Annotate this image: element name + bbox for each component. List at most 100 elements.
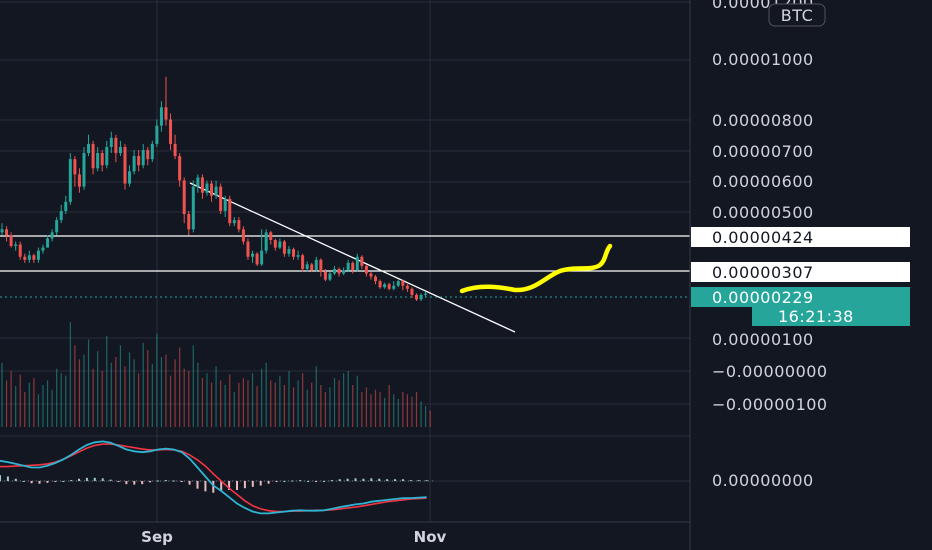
volume-bar xyxy=(279,375,281,427)
macd-histogram-bar xyxy=(362,478,365,481)
level-label-lower[interactable]: 0.00000307 xyxy=(691,262,910,282)
candle-body xyxy=(187,214,191,230)
level-label-upper-box xyxy=(691,227,910,247)
volume-bar xyxy=(420,401,422,427)
volume-bar xyxy=(397,399,399,427)
candle-body xyxy=(114,137,118,154)
macd-histogram-bar xyxy=(6,476,9,481)
candle-body xyxy=(364,265,368,274)
macd-histogram-bar xyxy=(417,480,420,482)
volume-bar xyxy=(15,386,17,427)
volume-bar xyxy=(101,371,103,427)
candle-body xyxy=(323,272,327,280)
candle-body xyxy=(210,183,214,196)
volume-bar xyxy=(274,382,276,427)
candle-body xyxy=(41,247,45,251)
candle-body xyxy=(405,285,409,289)
candle-body xyxy=(269,232,273,240)
volume-bar xyxy=(119,345,122,427)
macd-histogram-bar xyxy=(70,480,73,482)
macd-histogram-bar xyxy=(315,481,317,482)
macd-histogram-bar xyxy=(370,478,373,481)
macd-histogram-bar xyxy=(307,481,310,482)
volume-bar xyxy=(138,373,140,427)
candle-body xyxy=(32,255,36,260)
candle-body xyxy=(73,159,77,175)
volume-bar xyxy=(106,336,108,427)
macd-histogram-bar xyxy=(0,475,1,481)
macd-histogram-bar xyxy=(133,481,136,485)
candle-body xyxy=(87,143,91,154)
candle-body xyxy=(424,293,428,295)
candle-body xyxy=(196,177,200,187)
candle-body xyxy=(200,177,204,193)
candle-body xyxy=(137,156,141,166)
candle-body xyxy=(132,156,136,172)
volume-bar xyxy=(156,333,158,427)
volume-bar xyxy=(83,354,85,427)
volume-bar xyxy=(24,392,26,427)
volume-bar xyxy=(133,359,135,427)
candle-body xyxy=(173,143,177,157)
macd-histogram-bar xyxy=(172,480,175,482)
candle-body xyxy=(337,268,341,274)
candle-body xyxy=(14,244,18,247)
candle-body xyxy=(64,201,68,211)
volume-bar xyxy=(28,382,30,427)
candle-body xyxy=(301,255,305,269)
volume-histogram xyxy=(1,322,431,427)
descending-trendline[interactable] xyxy=(189,182,516,333)
macd-histogram-bar xyxy=(85,477,88,481)
candle-body xyxy=(419,294,423,300)
volume-bar xyxy=(306,389,308,427)
macd-histogram-bar xyxy=(259,481,262,486)
candle-body xyxy=(155,125,159,144)
volume-bar xyxy=(33,378,35,427)
last-price-label[interactable]: 0.00000229 16:21:38 xyxy=(691,287,910,326)
macd-histogram-bar xyxy=(117,481,120,482)
candle-body xyxy=(96,153,100,169)
candle-body xyxy=(264,232,268,251)
candle-body xyxy=(109,137,113,147)
macd-pane xyxy=(0,440,436,515)
macd-histogram-bar xyxy=(228,481,231,490)
candle-body xyxy=(18,244,22,257)
candle-body xyxy=(27,255,31,260)
grid xyxy=(0,0,690,522)
candle-body xyxy=(273,239,277,248)
price-axis[interactable]: 0.00001200 0.00001000 0.00000800 0.00000… xyxy=(712,0,828,490)
candle-body xyxy=(123,146,127,184)
candle-body xyxy=(59,211,63,221)
candle-body xyxy=(282,241,286,254)
volume-bar xyxy=(320,385,322,427)
candle-body xyxy=(351,262,355,271)
currency-badge-box xyxy=(768,3,826,27)
macd-histogram-bar xyxy=(275,481,278,482)
volume-bar xyxy=(110,362,112,427)
candle-body xyxy=(342,270,346,274)
price-tick-7: −0.00000000 xyxy=(712,362,828,381)
volume-bar xyxy=(393,394,395,427)
volume-bar xyxy=(352,385,354,427)
currency-badge[interactable]: BTC xyxy=(768,3,826,27)
price-tick-4: 0.00000600 xyxy=(712,172,814,191)
macd-histogram-bar xyxy=(291,480,294,482)
candle-body xyxy=(360,256,364,266)
time-tick-nov: Nov xyxy=(414,528,447,546)
volume-bar xyxy=(69,322,71,427)
volume-bar xyxy=(333,378,336,427)
volume-bar xyxy=(220,380,222,427)
candle-body xyxy=(378,281,382,288)
time-axis[interactable]: Sep Nov xyxy=(141,528,446,546)
price-tick-6: 0.00000100 xyxy=(712,330,814,349)
level-label-upper[interactable]: 0.00000424 xyxy=(691,227,910,247)
candle-body xyxy=(146,150,150,160)
macd-histogram-bar xyxy=(212,481,215,493)
volume-bar xyxy=(201,378,204,427)
volume-bar xyxy=(265,362,267,427)
volume-bar xyxy=(74,345,76,427)
candle-body xyxy=(410,288,414,295)
volume-bar xyxy=(1,362,3,427)
volume-bar xyxy=(361,392,363,427)
